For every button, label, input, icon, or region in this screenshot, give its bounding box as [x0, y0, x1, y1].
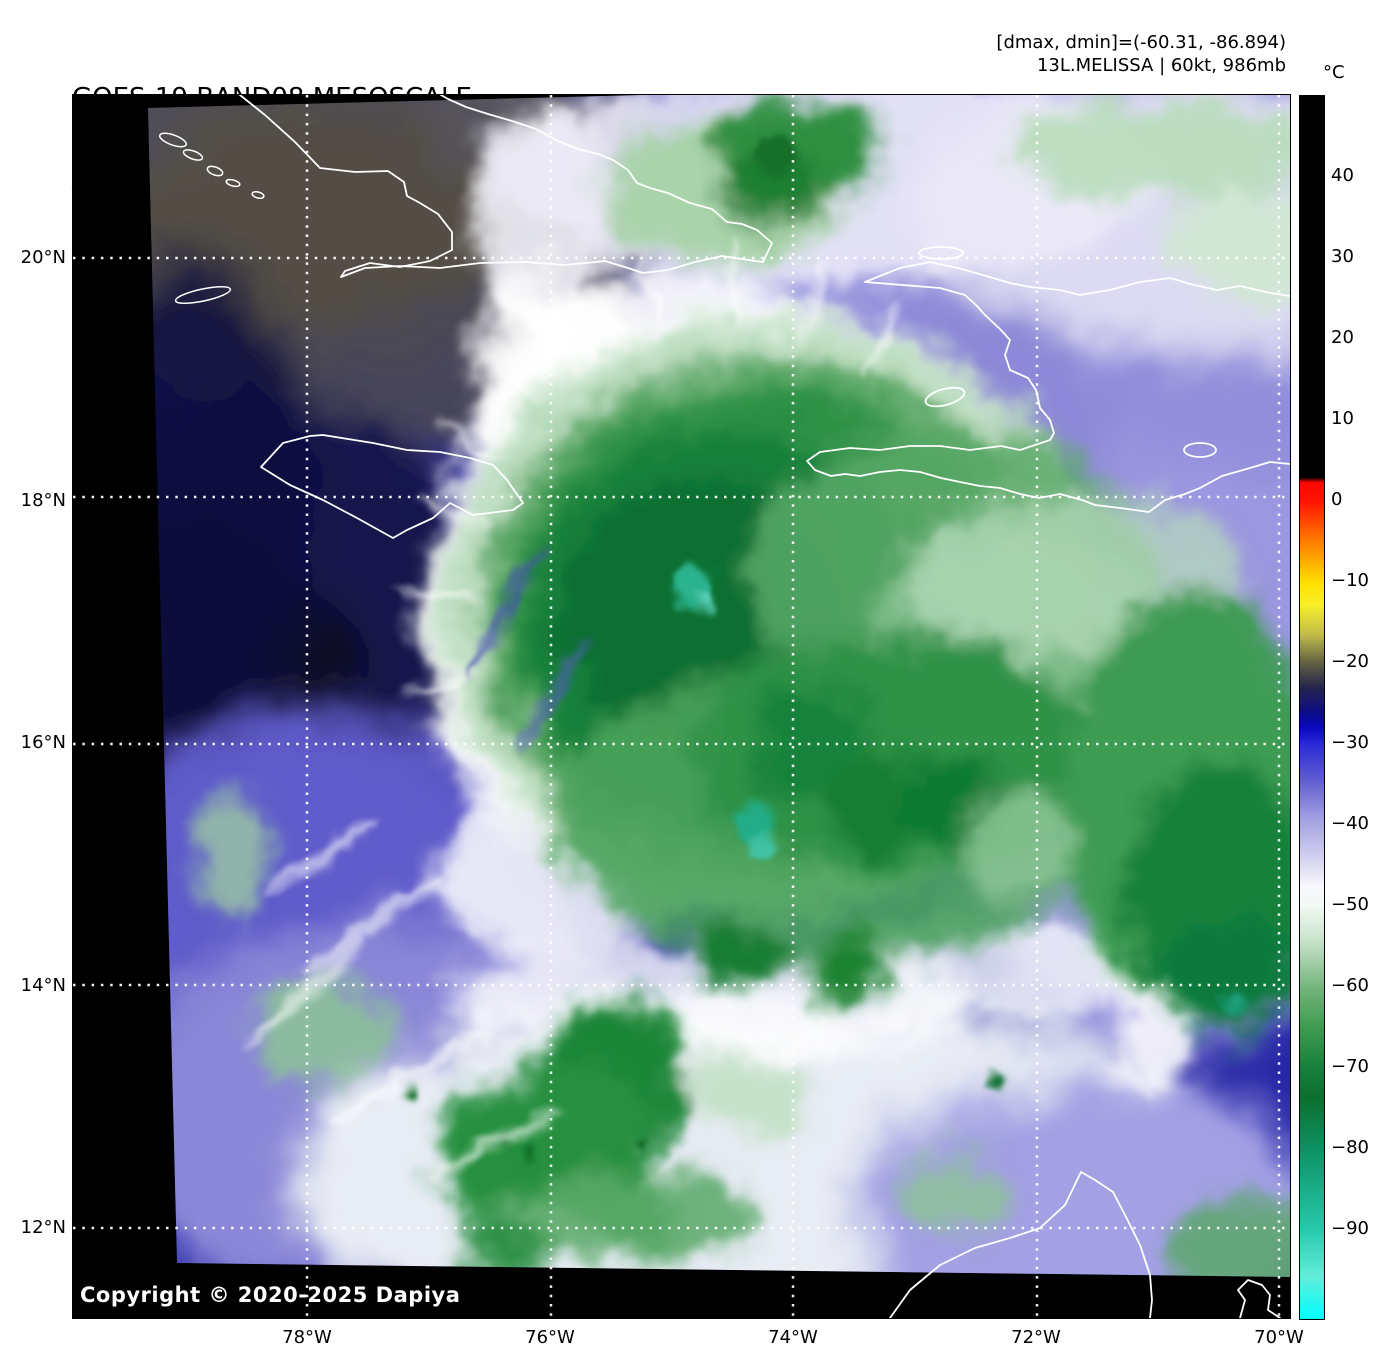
colorbar-tick-label: 10: [1331, 408, 1354, 429]
colorbar-tick-label: −90: [1331, 1218, 1369, 1239]
colorbar-tick-label: −20: [1331, 651, 1369, 672]
colorbar-tick-label: −70: [1331, 1056, 1369, 1077]
coastlines-layer: [158, 95, 1290, 1318]
lon-label: 78°W: [282, 1327, 332, 1348]
lat-label: 12°N: [20, 1217, 66, 1238]
cuba-coastline: [239, 95, 773, 278]
paraguana-coastline: [1237, 1279, 1281, 1318]
lon-label: 72°W: [1011, 1327, 1061, 1348]
jardines-islets: [158, 132, 265, 305]
convective-green-fields: [193, 100, 1290, 1277]
satellite-imagery-svg: [73, 95, 1290, 1318]
colorbar-tick-label: −80: [1331, 1137, 1369, 1158]
cloud-streak-texture: [241, 243, 902, 1180]
lat-label: 18°N: [20, 489, 66, 511]
annotation-block: [dmax, dmin]=(-60.31, -86.894) 13L.MELIS…: [800, 31, 1286, 77]
storm-info-readout: 13L.MELISSA | 60kt, 986mb: [1036, 55, 1286, 76]
colorbar-tick-label: 30: [1331, 246, 1354, 267]
colorbar-tick-label: −50: [1331, 894, 1369, 915]
gonave-island-coastline: [924, 386, 966, 408]
lake-enriquillo-outline: [1183, 442, 1217, 458]
lat-label: 14°N: [20, 974, 66, 996]
satellite-map-canvas: Copyright © 2020-2025 Dapiya: [72, 94, 1291, 1319]
colorbar-tick-label: −60: [1331, 975, 1369, 996]
dmax-dmin-readout: [dmax, dmin]=(-60.31, -86.894): [996, 32, 1286, 53]
colorbar-tick-label: 40: [1331, 165, 1354, 186]
tortuga-island-coastline: [918, 246, 964, 260]
colorbar-tick-label: 20: [1331, 327, 1354, 348]
colorbar-tick-label: −30: [1331, 732, 1369, 753]
hispaniola-coastline: [806, 261, 1290, 513]
guajira-coastline: [889, 1171, 1153, 1318]
copyright-watermark: Copyright © 2020-2025 Dapiya: [80, 1283, 461, 1307]
lat-label: 20°N: [20, 247, 66, 268]
jamaica-coastline: [260, 434, 524, 539]
colorbar-unit: °C: [1323, 62, 1345, 83]
lat-label: 16°N: [20, 732, 66, 753]
colorbar-tick-label: 0: [1331, 489, 1343, 510]
lon-label: 74°W: [768, 1327, 818, 1348]
colorbar-tick-label: −10: [1331, 570, 1369, 591]
lon-label: 76°W: [525, 1327, 575, 1348]
imagery-layer: [148, 95, 1290, 1277]
graticule-gridlines: [73, 95, 1290, 1318]
lon-label: 70°W: [1254, 1327, 1304, 1348]
temperature-colorbar: [1299, 95, 1325, 1320]
colorbar-tick-label: −40: [1331, 813, 1369, 834]
